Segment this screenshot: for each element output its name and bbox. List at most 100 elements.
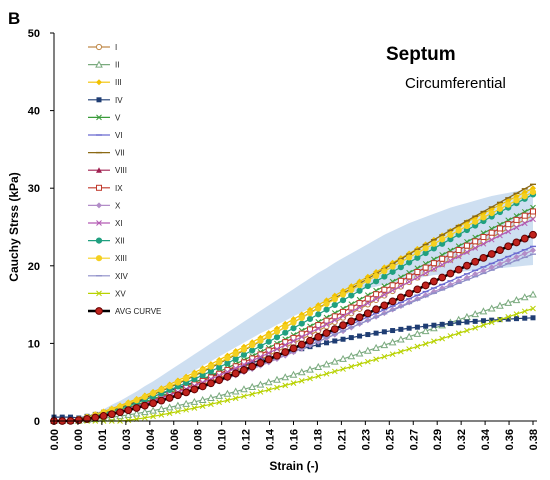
series-marker <box>431 338 437 345</box>
series-marker <box>157 396 166 405</box>
series-marker <box>96 220 102 226</box>
series-marker <box>264 355 273 364</box>
series-marker <box>356 304 363 311</box>
series-marker <box>99 412 108 420</box>
series-marker <box>124 410 133 418</box>
series-marker <box>323 321 330 328</box>
series-marker <box>215 376 224 384</box>
x-tick-label: 0.03 <box>121 429 133 450</box>
series-marker <box>265 350 272 356</box>
x-tick-label: 0.32 <box>456 429 468 450</box>
series-marker <box>315 325 322 332</box>
legend-label: X <box>115 201 121 210</box>
series-marker <box>125 417 132 424</box>
series-marker <box>497 232 503 239</box>
series-marker <box>398 283 404 289</box>
series-marker <box>307 375 313 382</box>
series-marker <box>125 400 132 407</box>
series-marker <box>199 403 206 409</box>
series-marker <box>257 343 264 350</box>
series-marker <box>323 300 330 308</box>
series-marker <box>414 274 421 281</box>
series-marker <box>124 406 133 415</box>
series-marker <box>389 282 396 289</box>
series-marker <box>530 216 536 223</box>
series-avg-curve <box>50 230 537 425</box>
series-marker <box>265 333 272 340</box>
series-marker <box>421 281 430 290</box>
x-tick-label: 0.38 <box>528 429 540 450</box>
x-tick-label: 0.01 <box>97 429 109 450</box>
legend-item: II <box>88 60 119 70</box>
series-marker <box>315 322 322 329</box>
series-marker <box>472 245 479 251</box>
series-marker <box>487 304 496 312</box>
series-marker <box>356 282 363 289</box>
series-marker <box>306 310 314 317</box>
series-marker <box>447 251 454 258</box>
series-marker <box>330 325 339 334</box>
series-marker <box>348 335 354 341</box>
series-marker <box>150 390 157 397</box>
legend-label: II <box>115 61 119 70</box>
series-marker <box>281 348 290 356</box>
series-marker <box>439 236 446 243</box>
series-marker <box>505 201 512 208</box>
series-marker <box>489 317 495 323</box>
series-marker <box>463 222 471 230</box>
series-marker <box>232 395 239 402</box>
series-marker <box>274 346 280 352</box>
series-marker <box>306 336 314 345</box>
series-marker <box>241 393 247 400</box>
series-marker <box>96 79 102 86</box>
series-marker <box>406 346 412 352</box>
series-marker <box>249 357 256 364</box>
series-marker <box>282 329 289 336</box>
series-marker <box>430 324 438 332</box>
series-marker <box>257 389 264 395</box>
series-marker <box>505 316 511 322</box>
series-marker <box>273 328 281 335</box>
panel-letter: B <box>8 9 20 28</box>
legend-item: VI <box>88 131 123 140</box>
series-marker <box>455 247 462 254</box>
series-marker <box>232 350 239 358</box>
series-marker <box>364 358 371 365</box>
series-marker <box>240 366 248 374</box>
series-marker <box>530 247 536 254</box>
series-marker <box>96 97 102 103</box>
series-marker <box>388 338 397 346</box>
series-marker <box>496 301 504 309</box>
series-marker <box>91 413 100 422</box>
series-marker <box>513 224 520 231</box>
series-marker <box>216 359 223 366</box>
legend-label: XIII <box>115 254 127 263</box>
series-marker <box>240 346 248 353</box>
series-marker <box>133 397 140 404</box>
series-marker <box>174 379 181 386</box>
series-marker <box>431 266 437 272</box>
series-marker <box>463 242 470 249</box>
series-marker <box>530 315 536 321</box>
legend-label: XV <box>115 289 126 298</box>
series-marker <box>182 388 191 397</box>
series-marker <box>422 270 429 277</box>
y-tick-label: 10 <box>28 338 40 350</box>
legend-item: IX <box>88 184 123 193</box>
series-marker <box>389 263 396 270</box>
x-tick-label: 0.29 <box>432 429 444 450</box>
series-marker <box>248 362 257 371</box>
series-marker <box>479 307 488 315</box>
series-marker <box>223 372 232 381</box>
x-tick-label: 0.08 <box>193 429 205 450</box>
series-marker <box>397 258 404 266</box>
series-marker <box>322 360 331 368</box>
series-marker <box>307 329 313 336</box>
series-marker <box>396 293 405 302</box>
series-marker <box>513 216 520 223</box>
series-marker <box>331 368 338 375</box>
series-marker <box>381 273 388 280</box>
series-marker <box>314 362 323 370</box>
series-marker <box>429 277 438 286</box>
